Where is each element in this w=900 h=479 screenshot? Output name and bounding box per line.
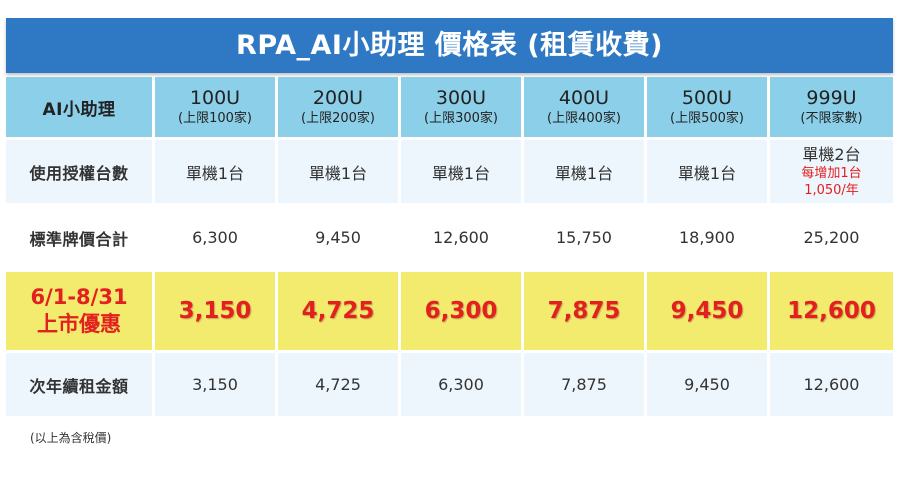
table-cell: 4,725 bbox=[278, 353, 401, 419]
price-table: AI小助理 100U (上限100家) 200U (上限200家) 300U (… bbox=[6, 77, 893, 419]
plan-limit: (上限100家) bbox=[178, 111, 252, 126]
promo-title: 上市優惠 bbox=[37, 312, 121, 336]
table-cell: 9,450 bbox=[647, 353, 770, 419]
extra-license-price: 1,050/年 bbox=[804, 182, 859, 198]
row-label: 使用授權台數 bbox=[6, 140, 155, 206]
promo-price: 4,725 bbox=[278, 272, 401, 353]
plan-header-500u: 500U (上限500家) bbox=[647, 77, 770, 140]
table-cell: 3,150 bbox=[155, 353, 278, 419]
renewal-row: 次年續租金額 3,150 4,725 6,300 7,875 9,450 12,… bbox=[6, 353, 893, 419]
table-cell: 9,450 bbox=[278, 206, 401, 272]
plan-header-999u: 999U (不限家數) bbox=[770, 77, 893, 140]
promo-price: 3,150 bbox=[155, 272, 278, 353]
table-cell: 單機1台 bbox=[278, 140, 401, 206]
table-cell: 7,875 bbox=[524, 353, 647, 419]
promo-dates: 6/1-8/31 bbox=[30, 285, 128, 309]
promo-label: 6/1-8/31 上市優惠 bbox=[6, 272, 155, 353]
tax-footnote: (以上為含稅價) bbox=[30, 431, 112, 445]
table-cell: 15,750 bbox=[524, 206, 647, 272]
table-cell: 6,300 bbox=[401, 353, 524, 419]
extra-license-note: 每增加1台 bbox=[801, 165, 862, 181]
plan-limit: (上限200家) bbox=[301, 111, 375, 126]
table-cell: 12,600 bbox=[401, 206, 524, 272]
plan-limit: (不限家數) bbox=[800, 111, 863, 126]
table-cell: 12,600 bbox=[770, 353, 893, 419]
table-cell-999u-license: 單機2台 每增加1台 1,050/年 bbox=[770, 140, 893, 206]
promo-price: 7,875 bbox=[524, 272, 647, 353]
license-count: 單機2台 bbox=[802, 144, 861, 164]
plan-name: 500U bbox=[681, 87, 733, 109]
plan-limit: (上限400家) bbox=[547, 111, 621, 126]
table-cell: 18,900 bbox=[647, 206, 770, 272]
promo-price: 12,600 bbox=[770, 272, 893, 353]
plan-name: 300U bbox=[435, 87, 487, 109]
plan-limit: (上限500家) bbox=[670, 111, 744, 126]
standard-price-row: 標準牌價合計 6,300 9,450 12,600 15,750 18,900 … bbox=[6, 206, 893, 272]
promo-price: 9,450 bbox=[647, 272, 770, 353]
header-label: AI小助理 bbox=[6, 77, 155, 140]
promo-price: 6,300 bbox=[401, 272, 524, 353]
table-header-row: AI小助理 100U (上限100家) 200U (上限200家) 300U (… bbox=[6, 77, 893, 140]
plan-header-200u: 200U (上限200家) bbox=[278, 77, 401, 140]
page-title: RPA_AI小助理 價格表 (租賃收費) bbox=[6, 18, 893, 73]
plan-name: 100U bbox=[189, 87, 241, 109]
plan-name: 400U bbox=[558, 87, 610, 109]
row-label: 標準牌價合計 bbox=[6, 206, 155, 272]
table-cell: 單機1台 bbox=[155, 140, 278, 206]
promo-price-row: 6/1-8/31 上市優惠 3,150 4,725 6,300 7,875 9,… bbox=[6, 272, 893, 353]
table-cell: 25,200 bbox=[770, 206, 893, 272]
plan-limit: (上限300家) bbox=[424, 111, 498, 126]
plan-name: 999U bbox=[806, 87, 857, 109]
table-cell: 單機1台 bbox=[401, 140, 524, 206]
table-cell: 單機1台 bbox=[647, 140, 770, 206]
license-row: 使用授權台數 單機1台 單機1台 單機1台 單機1台 單機1台 單機2台 每增加… bbox=[6, 140, 893, 206]
plan-header-300u: 300U (上限300家) bbox=[401, 77, 524, 140]
plan-header-100u: 100U (上限100家) bbox=[155, 77, 278, 140]
plan-header-400u: 400U (上限400家) bbox=[524, 77, 647, 140]
table-cell: 單機1台 bbox=[524, 140, 647, 206]
plan-name: 200U bbox=[312, 87, 364, 109]
table-cell: 6,300 bbox=[155, 206, 278, 272]
row-label: 次年續租金額 bbox=[6, 353, 155, 419]
